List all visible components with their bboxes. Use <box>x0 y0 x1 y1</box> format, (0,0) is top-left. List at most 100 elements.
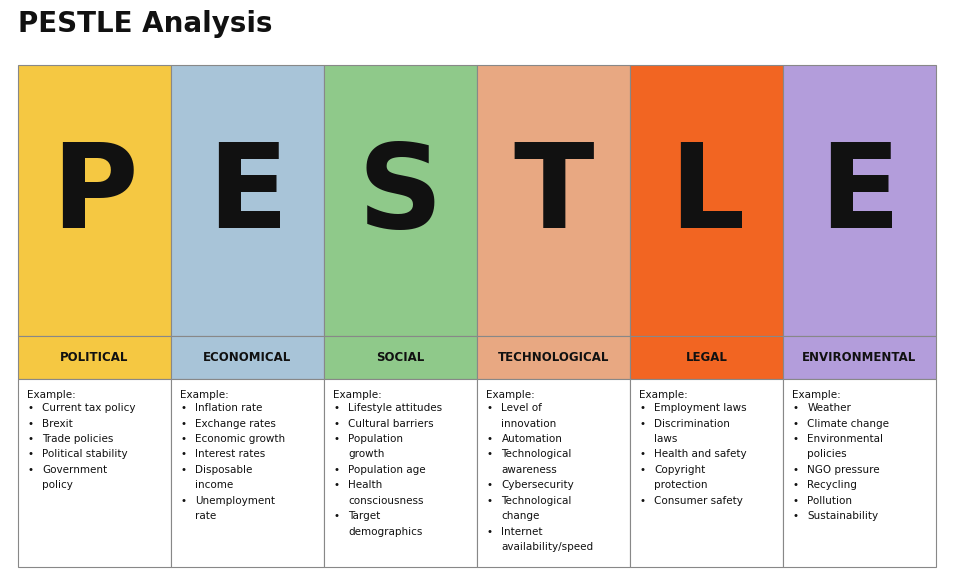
Text: •: • <box>180 434 186 444</box>
Text: Health: Health <box>348 480 382 490</box>
Text: •: • <box>180 449 186 459</box>
Text: •: • <box>639 419 644 429</box>
Bar <box>18 336 171 378</box>
Text: •: • <box>486 434 492 444</box>
Text: Consumer safety: Consumer safety <box>654 495 742 506</box>
Text: Brexit: Brexit <box>43 419 73 429</box>
Text: Example:: Example: <box>486 390 535 400</box>
Text: •: • <box>791 403 798 413</box>
Text: Example:: Example: <box>180 390 229 400</box>
Text: •: • <box>333 434 339 444</box>
Text: Example:: Example: <box>791 390 840 400</box>
Text: •: • <box>27 449 33 459</box>
Bar <box>782 378 935 567</box>
Bar <box>324 378 476 567</box>
Bar <box>18 65 171 336</box>
Text: SOCIAL: SOCIAL <box>376 351 424 364</box>
Text: •: • <box>791 511 798 521</box>
Text: ECONOMICAL: ECONOMICAL <box>203 351 292 364</box>
Text: availability/speed: availability/speed <box>501 542 593 552</box>
Text: consciousness: consciousness <box>348 495 423 506</box>
Text: Government: Government <box>43 465 108 475</box>
Text: Discrimination: Discrimination <box>654 419 730 429</box>
Text: Example:: Example: <box>333 390 381 400</box>
Text: Population age: Population age <box>348 465 426 475</box>
Bar <box>476 65 629 336</box>
Text: •: • <box>333 403 339 413</box>
Text: Example:: Example: <box>639 390 687 400</box>
Text: •: • <box>180 403 186 413</box>
Text: Health and safety: Health and safety <box>654 449 746 459</box>
Text: Automation: Automation <box>501 434 561 444</box>
Text: TECHNOLOGICAL: TECHNOLOGICAL <box>497 351 609 364</box>
Text: POLITICAL: POLITICAL <box>60 351 129 364</box>
Text: Trade policies: Trade policies <box>43 434 113 444</box>
Text: Climate change: Climate change <box>806 419 888 429</box>
Text: awareness: awareness <box>501 465 557 475</box>
Text: S: S <box>357 137 442 253</box>
Text: Disposable: Disposable <box>195 465 253 475</box>
Text: Environmental: Environmental <box>806 434 882 444</box>
Text: •: • <box>639 495 644 506</box>
Text: •: • <box>486 449 492 459</box>
Text: LEGAL: LEGAL <box>685 351 727 364</box>
Text: Sustainability: Sustainability <box>806 511 878 521</box>
Text: E: E <box>819 137 899 253</box>
Bar <box>782 65 935 336</box>
Text: protection: protection <box>654 480 707 490</box>
Text: •: • <box>333 419 339 429</box>
Text: Interest rates: Interest rates <box>195 449 266 459</box>
Text: •: • <box>639 449 644 459</box>
Bar <box>476 378 629 567</box>
Text: Economic growth: Economic growth <box>195 434 285 444</box>
Text: •: • <box>791 480 798 490</box>
Bar <box>324 336 476 378</box>
Text: •: • <box>486 495 492 506</box>
Text: Example:: Example: <box>27 390 76 400</box>
Text: •: • <box>27 419 33 429</box>
Text: Internet: Internet <box>501 526 542 536</box>
Text: Exchange rates: Exchange rates <box>195 419 276 429</box>
Text: P: P <box>51 137 137 253</box>
Text: innovation: innovation <box>501 419 557 429</box>
Text: Level of: Level of <box>501 403 542 413</box>
Text: •: • <box>791 465 798 475</box>
Text: •: • <box>791 495 798 506</box>
Bar <box>629 65 782 336</box>
Bar <box>782 336 935 378</box>
Bar <box>629 378 782 567</box>
Text: laws: laws <box>654 434 678 444</box>
Text: policies: policies <box>806 449 846 459</box>
Bar <box>476 336 629 378</box>
Text: Technological: Technological <box>501 449 571 459</box>
Text: T: T <box>513 137 593 253</box>
Text: •: • <box>791 434 798 444</box>
Text: ENVIRONMENTAL: ENVIRONMENTAL <box>801 351 916 364</box>
Text: Recycling: Recycling <box>806 480 857 490</box>
Text: growth: growth <box>348 449 384 459</box>
Text: demographics: demographics <box>348 526 422 536</box>
Text: •: • <box>791 419 798 429</box>
Text: •: • <box>27 434 33 444</box>
Text: Population: Population <box>348 434 403 444</box>
Text: •: • <box>180 495 186 506</box>
Text: change: change <box>501 511 539 521</box>
Text: Pollution: Pollution <box>806 495 852 506</box>
Text: Cybersecurity: Cybersecurity <box>501 480 574 490</box>
Text: Current tax policy: Current tax policy <box>43 403 136 413</box>
Bar <box>171 378 324 567</box>
Text: Target: Target <box>348 511 380 521</box>
Text: L: L <box>668 137 743 253</box>
Bar <box>324 65 476 336</box>
Text: Employment laws: Employment laws <box>654 403 746 413</box>
Text: NGO pressure: NGO pressure <box>806 465 880 475</box>
Text: E: E <box>207 137 288 253</box>
Text: Technological: Technological <box>501 495 571 506</box>
Text: •: • <box>639 465 644 475</box>
Text: •: • <box>486 480 492 490</box>
Text: •: • <box>333 480 339 490</box>
Bar <box>171 336 324 378</box>
Text: •: • <box>333 511 339 521</box>
Text: •: • <box>27 465 33 475</box>
Text: Weather: Weather <box>806 403 850 413</box>
